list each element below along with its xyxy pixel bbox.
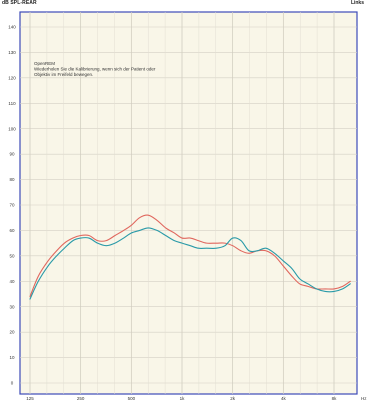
annotation-line: Wiederholen Sie die Kalibrierung, wenn s… xyxy=(34,66,156,71)
response-curves xyxy=(29,214,351,300)
y-tick-label: 60 xyxy=(9,228,15,233)
x-tick-label: 250 xyxy=(77,396,85,401)
y-axis-ticks: 0 10 20 30 40 50 60 70 80 90 100 110 120 130 140 xyxy=(8,25,16,386)
teal-response-line xyxy=(29,227,351,300)
y-tick-label: 70 xyxy=(9,203,15,208)
y-tick-label: 10 xyxy=(9,355,15,360)
y-tick-label: 20 xyxy=(9,330,15,335)
y-tick-label: 120 xyxy=(8,75,16,80)
plot-area xyxy=(19,11,358,395)
y-tick-label: 40 xyxy=(9,279,15,284)
grid-lines xyxy=(20,12,357,394)
x-tick-label: 4k xyxy=(281,396,287,401)
x-tick-label: 500 xyxy=(128,396,136,401)
x-tick-label: 125 xyxy=(26,396,34,401)
y-tick-label: 80 xyxy=(9,177,15,182)
red-response-line xyxy=(29,214,351,298)
y-tick-label: 130 xyxy=(8,50,16,55)
y-tick-label: 30 xyxy=(9,304,15,309)
annotation-line: Objektiv im Freifeld bewegen. xyxy=(34,72,93,77)
x-axis-ticks: 125 250 500 1k 2k 4k 8k xyxy=(26,396,337,401)
y-axis-unit-label: dB SPL-REAR xyxy=(2,0,37,6)
x-tick-label: 8k xyxy=(332,396,338,401)
y-tick-label: 90 xyxy=(9,152,15,157)
x-axis-label: Hz xyxy=(361,396,367,401)
ear-side-label: Links xyxy=(350,0,364,6)
x-tick-label: 2k xyxy=(230,396,236,401)
y-tick-label: 50 xyxy=(9,253,15,258)
y-tick-label: 100 xyxy=(8,126,16,131)
annotation-line: OpenREM xyxy=(34,61,55,66)
y-tick-label: 110 xyxy=(8,101,16,106)
y-tick-label: 140 xyxy=(8,25,16,30)
y-tick-label: 0 xyxy=(11,381,14,386)
x-tick-label: 1k xyxy=(180,396,186,401)
